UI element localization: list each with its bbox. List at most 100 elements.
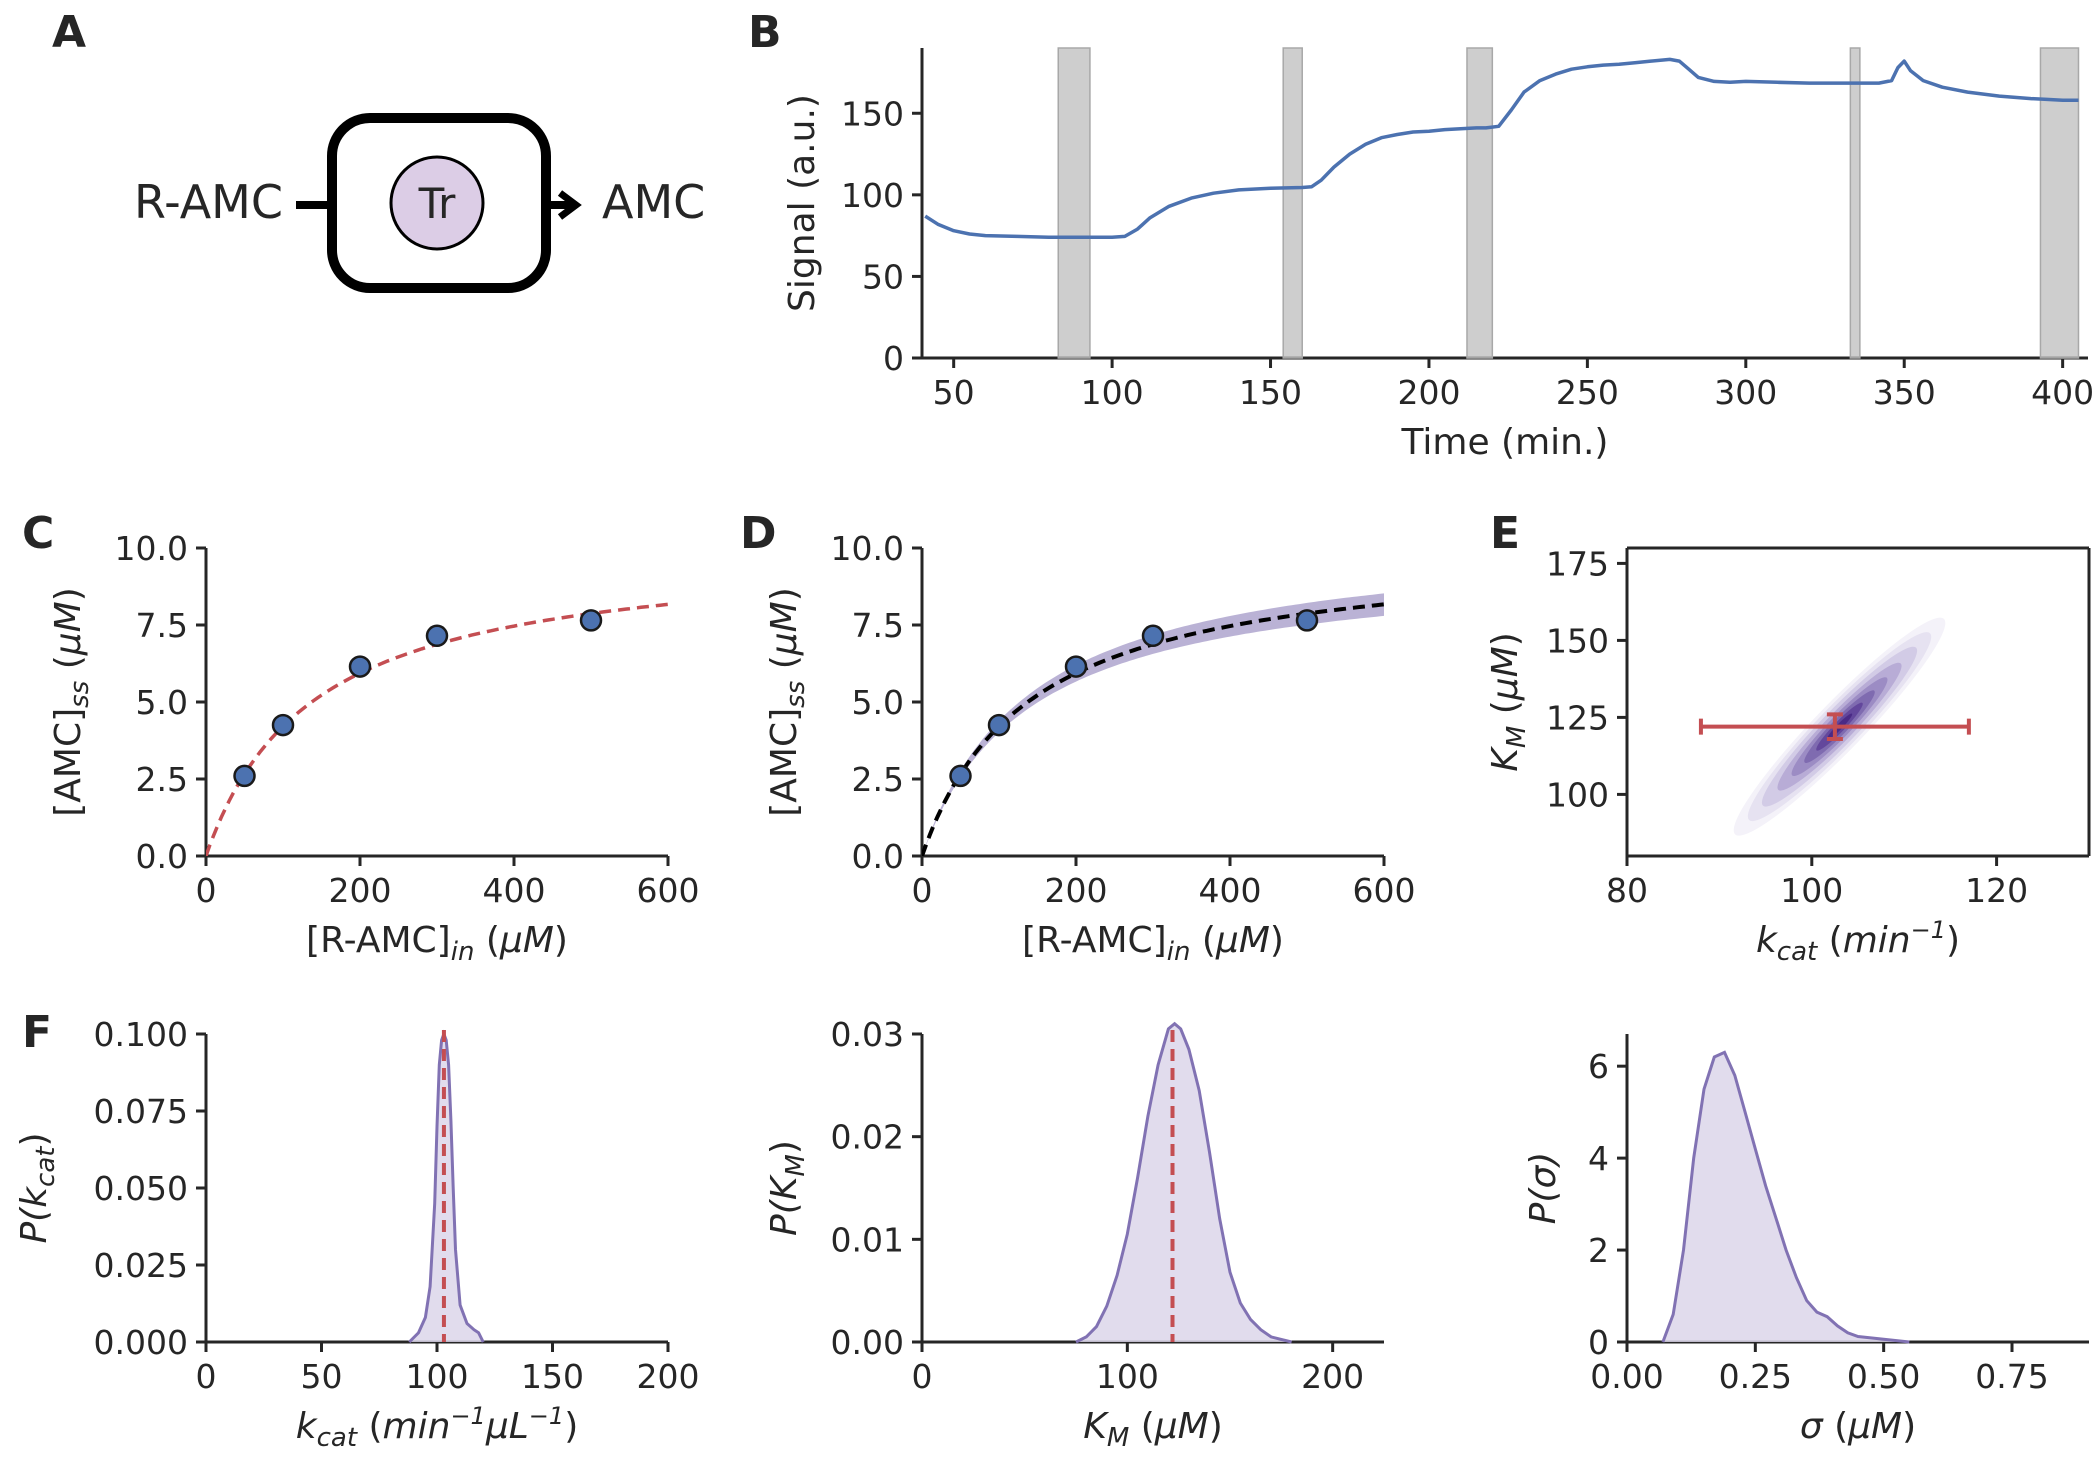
- x-tick-label: 300: [1714, 373, 1777, 412]
- data-point: [1064, 655, 1088, 678]
- x-tick-label: 200: [329, 871, 392, 910]
- data-point: [987, 713, 1011, 737]
- y-tick-label: 0.0: [852, 837, 904, 876]
- density-fill: [1076, 1023, 1292, 1342]
- data-point: [425, 624, 449, 648]
- signal-line: [924, 57, 2079, 240]
- data-point: [949, 764, 972, 788]
- y-axis-label: Signal (a.u.): [782, 94, 823, 312]
- x-axis-label: σ (μM): [1800, 1406, 1916, 1447]
- x-tick-label: 200: [637, 1357, 700, 1396]
- x-tick-label: 200: [1045, 871, 1108, 910]
- y-axis-label: [AMC]ss (μM): [764, 587, 811, 817]
- panel-letter-c: C: [22, 508, 54, 559]
- x-tick-label: 400: [483, 871, 546, 910]
- x-tick-label: 0.75: [1975, 1357, 2048, 1396]
- y-tick-label: 0.075: [94, 1092, 188, 1131]
- x-tick-label: 120: [1965, 871, 2028, 910]
- y-tick-label: 6: [1588, 1047, 1609, 1086]
- y-tick-label: 0.0: [136, 837, 188, 876]
- x-tick-label: 250: [1556, 373, 1619, 412]
- y-tick-label: 0.025: [94, 1246, 188, 1285]
- x-tick-label: 80: [1606, 871, 1648, 910]
- x-axis-label: [R-AMC]in (μM): [306, 920, 568, 967]
- y-tick-label: 50: [862, 257, 904, 296]
- y-tick-label: 4: [1588, 1139, 1609, 1178]
- y-tick-label: 10.0: [115, 529, 188, 568]
- panel-letter-b: B: [748, 7, 782, 58]
- substrate-label: R-AMC: [134, 175, 283, 229]
- enzyme-label: Tr: [418, 179, 456, 228]
- schematic-panel: Tr R-AMC AMC: [134, 113, 705, 293]
- y-tick-label: 0.100: [94, 1015, 188, 1054]
- x-tick-label: 0: [912, 871, 933, 910]
- data-point: [348, 655, 372, 678]
- axes-f2: 0 100 200 0.00 0.01 0.02 0.03 KM (μM) P(KM): [764, 1015, 1384, 1453]
- y-tick-label: 0: [883, 339, 904, 378]
- x-tick-label: 150: [1239, 373, 1302, 412]
- data-point: [579, 609, 603, 632]
- y-tick-label: 7.5: [852, 606, 904, 645]
- x-tick-label: 0.25: [1719, 1357, 1792, 1396]
- y-tick-label: 100: [1546, 775, 1609, 814]
- x-tick-label: 100: [1081, 373, 1144, 412]
- x-tick-label: 50: [301, 1357, 343, 1396]
- density-fill: [409, 1034, 484, 1342]
- x-tick-label: 600: [637, 871, 700, 910]
- x-tick-label: 350: [1873, 373, 1936, 412]
- y-axis-label: P(kcat): [14, 1132, 61, 1243]
- enzyme-circle: [389, 155, 485, 251]
- x-tick-label: 400: [1199, 871, 1262, 910]
- data-point: [233, 764, 256, 788]
- density-fill: [1662, 1052, 1910, 1342]
- density-line: [1661, 1050, 1910, 1344]
- x-axis-label: KM (μM): [1083, 1406, 1223, 1453]
- x-tick-label: 0: [196, 1357, 217, 1396]
- axes-d: 0 200 400 600 0.0 2.5 5.0 7.5 10.0 [R-AMC]in (μM)…: [764, 529, 1416, 967]
- density-line: [408, 1029, 485, 1344]
- y-tick-label: 5.0: [852, 683, 904, 722]
- x-tick-label: 400: [2031, 373, 2094, 412]
- x-axis-label: kcat (min−1): [1756, 916, 1960, 967]
- y-tick-label: 0.050: [94, 1169, 188, 1208]
- x-tick-label: 600: [1353, 871, 1416, 910]
- shaded-interval: [1849, 47, 1861, 359]
- x-tick-label: 100: [1780, 871, 1843, 910]
- y-tick-label: 175: [1546, 544, 1609, 583]
- y-axis-label: P(σ): [1523, 1152, 1564, 1225]
- panel-letter-f: F: [22, 1007, 52, 1058]
- x-tick-label: 150: [521, 1357, 584, 1396]
- x-tick-label: 0.50: [1847, 1357, 1920, 1396]
- x-tick-label: 0: [912, 1357, 933, 1396]
- output-arrow-head: [557, 190, 582, 220]
- x-axis-label: [R-AMC]in (μM): [1022, 920, 1284, 967]
- x-axis-label: Time (min.): [1401, 422, 1609, 463]
- product-label: AMC: [602, 175, 705, 229]
- y-tick-label: 150: [1546, 621, 1609, 660]
- axes-f1: 0 50 100 150 200 0.000 0.025 0.050 0.075 0.100 kca…: [14, 1015, 700, 1453]
- axes-c: 0 200 400 600 0.0 2.5 5.0 7.5 10.0 [R-AMC]in (μM)…: [48, 529, 700, 967]
- data-point: [1141, 624, 1165, 648]
- shaded-interval: [1057, 47, 1091, 359]
- shaded-interval: [1282, 47, 1303, 359]
- y-tick-label: 7.5: [136, 606, 188, 645]
- panel-letter-e: E: [1490, 508, 1520, 559]
- axes-f3: 0.00 0.25 0.50 0.75 0 2 4 6 σ (μM) P(σ): [1523, 1034, 2089, 1447]
- y-tick-label: 0.000: [94, 1323, 188, 1362]
- y-axis-label: P(KM): [764, 1140, 811, 1236]
- y-tick-label: 2: [1588, 1231, 1609, 1270]
- data-point: [1295, 609, 1319, 632]
- y-axis-label: KM (μM): [1485, 632, 1532, 772]
- axes-e: 80 100 120 100 125 150 175 kcat (min−1) KM (μM): [1485, 544, 2091, 967]
- shaded-interval: [1466, 47, 1494, 359]
- y-tick-label: 0.02: [831, 1118, 904, 1157]
- y-tick-label: 100: [841, 176, 904, 215]
- y-tick-label: 0: [1588, 1323, 1609, 1362]
- x-tick-label: 200: [1301, 1357, 1364, 1396]
- density-line: [1075, 1021, 1292, 1344]
- y-axis-label: [AMC]ss (μM): [48, 587, 95, 817]
- y-tick-label: 2.5: [136, 760, 188, 799]
- axes-b: 50 100 150 200 250 300 350 400 0 50 100 150 Time (mi…: [782, 47, 2094, 463]
- y-tick-label: 150: [841, 94, 904, 133]
